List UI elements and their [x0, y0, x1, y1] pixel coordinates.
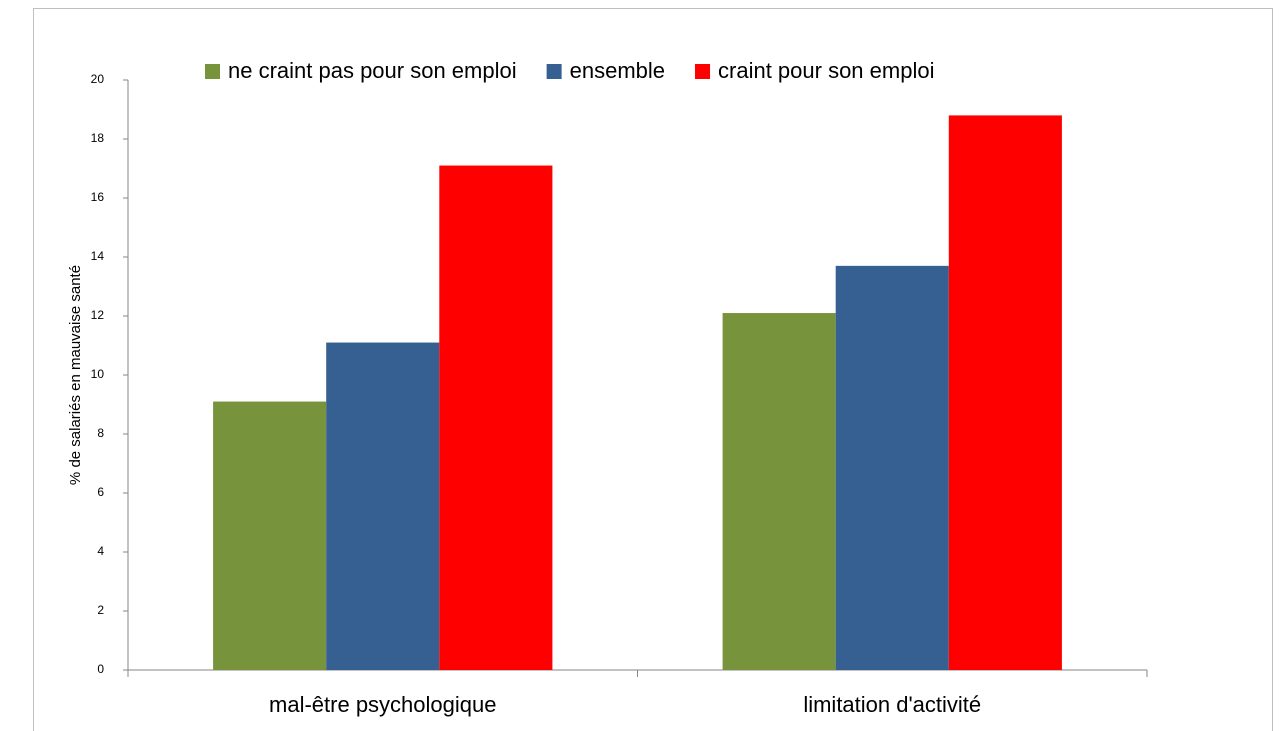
y-tick-label: 20	[91, 72, 105, 86]
bar	[948, 115, 1062, 670]
bar	[835, 265, 949, 670]
bar	[213, 401, 327, 670]
y-tick-label: 4	[97, 544, 104, 558]
y-tick-label: 18	[91, 131, 105, 145]
bar	[439, 165, 553, 671]
bar	[326, 342, 440, 670]
bar	[722, 313, 836, 670]
y-tick-label: 8	[97, 426, 104, 440]
x-tick-label: mal-être psychologique	[269, 692, 496, 717]
y-tick-label: 6	[97, 485, 104, 499]
y-tick-label: 12	[91, 308, 105, 322]
legend-swatch	[546, 64, 562, 79]
x-tick-label: limitation d'activité	[803, 692, 981, 717]
y-tick-label: 0	[97, 662, 104, 676]
y-tick-label: 16	[91, 190, 105, 204]
legend-swatch	[695, 64, 711, 79]
legend-label: ne craint pas pour son emploi	[228, 58, 517, 83]
legend-label: craint pour son emploi	[718, 58, 934, 83]
y-axis-label: % de salariés en mauvaise santé	[67, 265, 84, 485]
legend-swatch	[205, 64, 220, 79]
y-tick-label: 2	[97, 603, 104, 617]
y-tick-label: 10	[91, 367, 105, 381]
y-tick-label: 14	[91, 249, 105, 263]
chart-border	[33, 8, 1273, 731]
legend-label: ensemble	[570, 58, 665, 83]
